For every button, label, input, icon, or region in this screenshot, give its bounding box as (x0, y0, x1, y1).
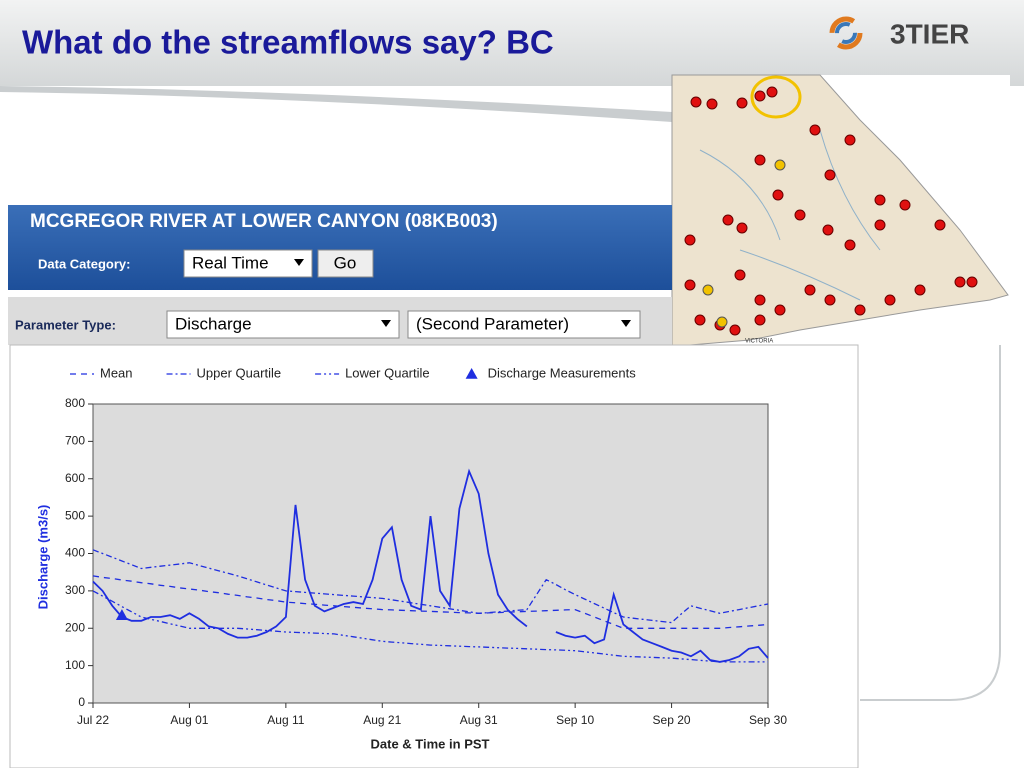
y-tick-label: 0 (78, 695, 85, 709)
map-site (914, 284, 926, 296)
map-site (754, 154, 766, 166)
series-line (92, 549, 769, 624)
x-axis-label: Date & Time in PST (371, 736, 490, 751)
second-parameter-value: (Second Parameter) (416, 314, 569, 333)
map-land (671, 74, 1009, 346)
category-select[interactable] (183, 249, 313, 278)
legend-marker (465, 368, 478, 379)
x-tick-label: Aug 01 (170, 713, 208, 727)
series-line (92, 575, 769, 629)
x-tick-label: Aug 11 (267, 713, 304, 727)
logo-text: 3TIER (890, 18, 969, 49)
dropdown-arrow (294, 259, 304, 266)
map-highlight (750, 75, 802, 119)
y-tick-label: 500 (65, 508, 85, 522)
y-tick-label: 400 (65, 546, 85, 560)
map-site (824, 169, 836, 181)
map-site (766, 86, 778, 98)
series-line (92, 590, 768, 663)
y-tick-label: 300 (65, 583, 85, 597)
y-tick-label: 600 (65, 471, 85, 485)
category-label: Data Category: (38, 256, 130, 271)
logo: 3TIER (829, 16, 969, 50)
y-axis-label: Discharge (m3/s) (35, 505, 50, 610)
dropdown-arrow (621, 320, 631, 327)
x-tick-label: Aug 21 (363, 713, 401, 727)
map-site (809, 124, 821, 136)
map-site (772, 189, 784, 201)
map-site (722, 214, 734, 226)
map-site (774, 304, 786, 316)
map-site (844, 134, 856, 146)
map-sites (684, 86, 978, 336)
station-title: MCGREGOR RIVER AT LOWER CANYON (08KB003) (30, 211, 498, 232)
legend-label: Mean (100, 365, 133, 380)
plot-area (92, 403, 769, 704)
y-tick-label: 800 (65, 396, 85, 410)
map: VICTORIA (671, 74, 1010, 346)
map-site (822, 224, 834, 236)
x-tick-label: Sep 10 (556, 713, 594, 727)
map-site (702, 284, 714, 296)
legend-label: Discharge Measurements (488, 365, 637, 380)
map-site (736, 222, 748, 234)
map-site (794, 209, 806, 221)
map-site (729, 324, 741, 336)
map-site (706, 98, 718, 110)
swoosh (0, 86, 672, 122)
y-tick-label: 200 (65, 620, 85, 634)
map-site (734, 269, 746, 281)
map-site (694, 314, 706, 326)
map-city: VICTORIA (745, 339, 773, 345)
map-site (736, 97, 748, 109)
map-site (754, 314, 766, 326)
x-tick-label: Aug 31 (460, 713, 498, 727)
map-site (716, 316, 728, 328)
map-site (884, 294, 896, 306)
frame-curve (860, 345, 1001, 701)
map-site (684, 234, 696, 246)
dropdown-arrow (381, 320, 391, 327)
second-parameter-select[interactable] (407, 310, 641, 339)
x-tick-label: Jul 22 (77, 713, 109, 727)
parameter-value: Discharge (175, 314, 252, 333)
x-tick-label: Sep 30 (749, 713, 787, 727)
map-site (844, 239, 856, 251)
map-site (774, 159, 786, 171)
parameter-label: Parameter Type: (15, 317, 116, 332)
map-site (899, 199, 911, 211)
category-value: Real Time (192, 253, 269, 272)
map-site (966, 276, 978, 288)
map-site (754, 90, 766, 102)
map-site (690, 96, 702, 108)
map-site (684, 279, 696, 291)
legend-label: Lower Quartile (345, 365, 430, 380)
map-site (854, 304, 866, 316)
map-site (804, 284, 816, 296)
go-label: Go (334, 253, 357, 272)
y-tick-label: 700 (65, 434, 85, 448)
slide-title: What do the streamflows say? BC (22, 24, 554, 61)
x-tick-label: Sep 20 (653, 713, 691, 727)
map-site (754, 294, 766, 306)
map-site (874, 219, 886, 231)
y-tick-label: 100 (65, 658, 85, 672)
go-button[interactable] (317, 249, 374, 278)
map-site (954, 276, 966, 288)
map-site (824, 294, 836, 306)
measurement-marker (115, 609, 128, 620)
map-site (874, 194, 886, 206)
parameter-select[interactable] (166, 310, 400, 339)
map-site (934, 219, 946, 231)
map-rivers (699, 129, 881, 301)
legend-label: Upper Quartile (197, 365, 282, 380)
